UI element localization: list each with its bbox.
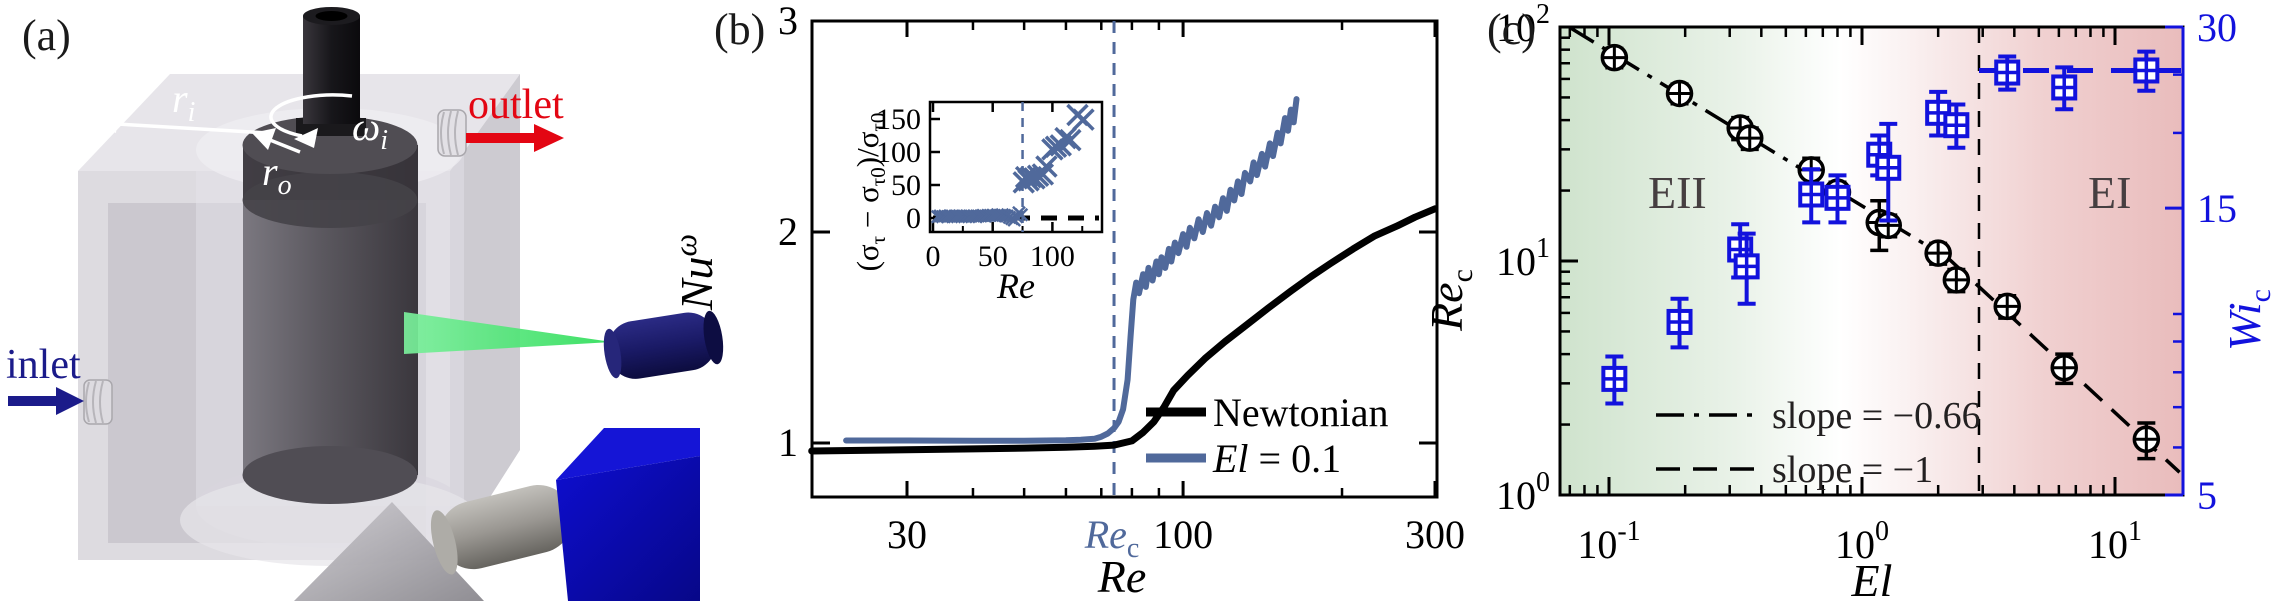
inlet-port	[83, 379, 113, 425]
c-slope-legend-1: slope = −0.66	[1772, 395, 1981, 437]
b-y-tick-label: 2	[778, 209, 798, 254]
c-x-tick-label: 100	[1835, 516, 1889, 567]
b-el-curve	[843, 96, 1300, 444]
c-axes: 10-1 100 101 100 101 102 5 15 30	[1496, 0, 2237, 567]
laser-emitter	[603, 310, 724, 379]
b-newtonian-curve	[808, 205, 1439, 455]
c-right-y-tick-label: 5	[2197, 473, 2217, 518]
c-x-tick-label: 101	[2088, 516, 2142, 567]
inlet-arrow	[8, 387, 84, 415]
panel-b-label: (b)	[714, 5, 765, 54]
b-legend-el-label: El = 0.1	[1212, 436, 1341, 481]
c-region-eii-label: EII	[1648, 167, 1707, 218]
c-right-y-axis-label: Wic	[2219, 289, 2277, 351]
c-x-tick-label: 10-1	[1577, 516, 1640, 567]
b-inset-x-tick-label: 100	[1030, 240, 1075, 273]
camera	[430, 428, 700, 601]
b-inset-scatter	[930, 103, 1095, 227]
b-x-tick-label: 100	[1153, 512, 1213, 557]
inlet-label: inlet	[6, 342, 81, 388]
angular-velocity-arrow	[269, 93, 353, 148]
c-left-y-tick-label: 100	[1496, 467, 1550, 518]
b-inset-x-tick-label: 0	[926, 240, 941, 273]
b-axes: 30 100 300 1 2 3	[778, 0, 1465, 557]
panel-c-label: (c)	[1487, 5, 1536, 54]
b-x-tick-label: 300	[1405, 512, 1465, 557]
laser-sheet	[404, 312, 612, 354]
c-slope-legend-2: slope = −1	[1772, 449, 1933, 491]
c-regime-background	[1560, 27, 2183, 495]
c-left-y-tick-label: 102	[1496, 0, 1550, 50]
c-wic-series	[1601, 49, 2160, 406]
prism-mirror	[294, 502, 484, 601]
b-inset-x-axis-label: Re	[996, 266, 1035, 306]
b-y-axis-label: Nuω	[667, 234, 722, 311]
inner-rotor-cylinder	[242, 116, 418, 504]
b-inset-y-axis-label: (στ − στ0)/στ0	[850, 113, 890, 272]
panel-a-label: (a)	[22, 11, 71, 60]
inner-radius-label: ri	[172, 76, 195, 128]
c-right-y-tick-label: 15	[2197, 186, 2237, 231]
c-plot-area: 10-1 100 101 100 101 102 5 15 30	[1496, 0, 2237, 567]
b-critical-re-label: Rec	[1084, 512, 1140, 564]
b-x-tick-label: 30	[887, 512, 927, 557]
angular-velocity-label: ωi	[352, 104, 388, 156]
b-x-axis-label: Re	[1097, 551, 1147, 601]
outer-radius-label: ro	[262, 149, 292, 201]
outer-radius-arrow	[252, 128, 301, 154]
b-y-tick-label: 3	[778, 0, 798, 43]
b-y-tick-label: 1	[778, 420, 798, 465]
b-inset-y-tick-label: 100	[876, 136, 921, 169]
b-inset-y-tick-label: 50	[891, 169, 921, 202]
b-inset-x-tick-label: 50	[978, 240, 1008, 273]
c-slope-legend-samples	[1656, 413, 1762, 471]
outlet-arrow	[466, 124, 564, 152]
b-legend-newtonian-label: Newtonian	[1213, 390, 1389, 435]
c-right-y-tick-label: 30	[2197, 5, 2237, 50]
outlet-label: outlet	[468, 82, 564, 128]
c-left-y-axis-label: Rec	[1421, 269, 1479, 332]
c-x-axis-label: El	[1851, 555, 1893, 601]
b-inset-y-tick-label: 0	[906, 202, 921, 235]
c-left-y-tick-label: 101	[1496, 233, 1550, 284]
c-region-ei-label: EI	[2088, 167, 2131, 218]
inner-radius-arrow	[92, 114, 269, 135]
b-inset-y-tick-label: 150	[876, 103, 921, 136]
b-legend	[1146, 407, 1206, 463]
drive-shaft	[296, 7, 366, 136]
